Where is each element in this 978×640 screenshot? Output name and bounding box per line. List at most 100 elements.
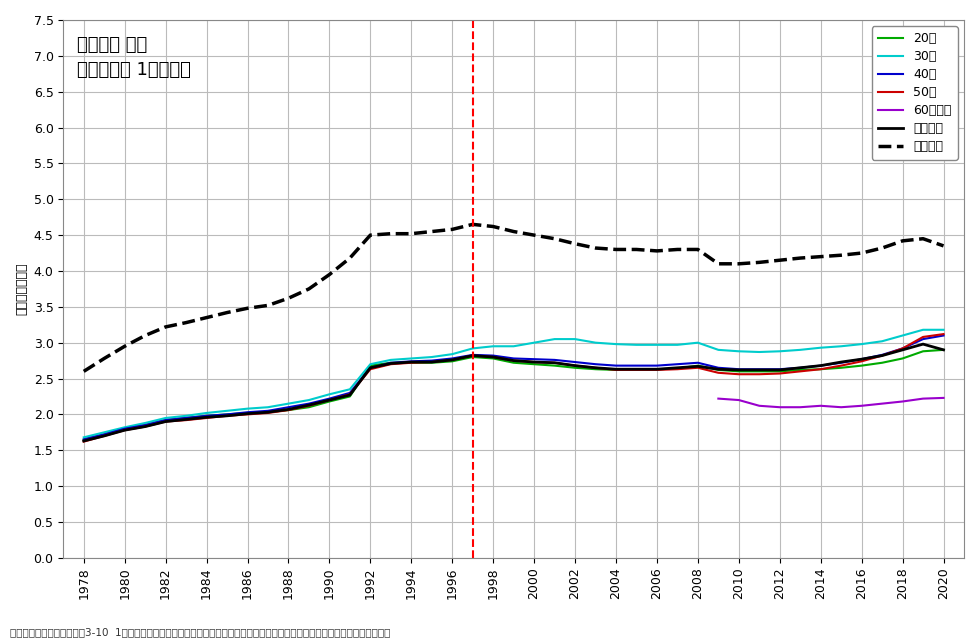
女性合計 xyxy=(118,426,130,434)
女性合計 xyxy=(221,412,233,420)
50代 xyxy=(283,406,294,414)
女性合計 xyxy=(691,362,703,370)
50代 xyxy=(384,360,396,368)
20代 xyxy=(548,362,559,369)
Text: 「民間給与実態統計調査」3-10  1年勤続者の年齢階層別給与所得者数・給与総額・平均給与のうち、年齢階層別の平均給与の数値: 「民間給与実態統計調査」3-10 1年勤続者の年齢階層別給与所得者数・給与総額・… xyxy=(10,627,390,637)
20代 xyxy=(630,366,642,374)
20代 xyxy=(384,359,396,367)
男女合計 xyxy=(200,314,212,321)
男女合計 xyxy=(855,249,867,257)
30代 xyxy=(793,346,805,354)
50代 xyxy=(98,432,110,440)
20代 xyxy=(323,397,334,405)
男女合計 xyxy=(814,253,825,260)
40代 xyxy=(78,436,90,444)
40代 xyxy=(814,362,825,369)
50代 xyxy=(528,358,540,366)
40代 xyxy=(875,351,887,358)
30代 xyxy=(916,326,928,333)
女性合計 xyxy=(364,364,376,372)
20代 xyxy=(487,355,499,362)
50代 xyxy=(814,365,825,373)
40代 xyxy=(712,364,724,372)
男女合計 xyxy=(691,246,703,253)
Line: 男女合計: 男女合計 xyxy=(84,225,943,371)
20代 xyxy=(671,365,683,372)
Line: 女性合計: 女性合計 xyxy=(84,344,943,441)
40代 xyxy=(630,362,642,369)
60歳以上 xyxy=(733,396,744,404)
20代 xyxy=(221,410,233,418)
男女合計 xyxy=(180,319,192,326)
40代 xyxy=(364,364,376,372)
20代 xyxy=(467,353,478,361)
50代 xyxy=(364,365,376,373)
20代 xyxy=(118,425,130,433)
女性合計 xyxy=(773,366,784,374)
男女合計 xyxy=(467,221,478,228)
男女合計 xyxy=(364,231,376,239)
40代 xyxy=(323,395,334,403)
男女合計 xyxy=(508,228,519,236)
20代 xyxy=(834,364,846,372)
50代 xyxy=(753,371,765,378)
50代 xyxy=(793,367,805,375)
50代 xyxy=(630,366,642,374)
Y-axis label: 金額［百万円］: 金額［百万円］ xyxy=(15,262,28,315)
60歳以上 xyxy=(773,403,784,411)
女性合計 xyxy=(405,358,417,366)
30代 xyxy=(283,400,294,408)
男女合計 xyxy=(568,240,580,248)
男女合計 xyxy=(159,323,171,331)
30代 xyxy=(78,433,90,441)
20代 xyxy=(733,367,744,375)
60歳以上 xyxy=(916,395,928,403)
女性合計 xyxy=(814,362,825,369)
30代 xyxy=(528,339,540,346)
Line: 30代: 30代 xyxy=(84,330,943,437)
50代 xyxy=(773,370,784,378)
女性合計 xyxy=(159,418,171,426)
50代 xyxy=(855,358,867,365)
男女合計 xyxy=(650,247,662,255)
女性合計 xyxy=(650,365,662,373)
40代 xyxy=(425,356,437,364)
50代 xyxy=(548,359,559,367)
40代 xyxy=(896,344,908,352)
30代 xyxy=(875,337,887,345)
30代 xyxy=(405,355,417,362)
60歳以上 xyxy=(875,400,887,408)
女性合計 xyxy=(425,358,437,366)
男女合計 xyxy=(139,332,151,339)
50代 xyxy=(712,369,724,376)
40代 xyxy=(283,403,294,411)
30代 xyxy=(159,414,171,422)
50代 xyxy=(303,402,315,410)
30代 xyxy=(303,396,315,404)
50代 xyxy=(139,423,151,431)
男女合計 xyxy=(78,367,90,375)
20代 xyxy=(139,421,151,429)
20代 xyxy=(937,346,949,354)
40代 xyxy=(98,431,110,438)
20代 xyxy=(589,365,600,373)
50代 xyxy=(650,366,662,374)
30代 xyxy=(118,424,130,431)
60歳以上 xyxy=(834,403,846,411)
40代 xyxy=(548,356,559,364)
50代 xyxy=(875,352,887,360)
女性合計 xyxy=(78,437,90,445)
30代 xyxy=(937,326,949,333)
30代 xyxy=(568,335,580,343)
40代 xyxy=(508,355,519,362)
40代 xyxy=(159,416,171,424)
20代 xyxy=(916,348,928,355)
女性合計 xyxy=(937,346,949,354)
男女合計 xyxy=(323,271,334,278)
男女合計 xyxy=(753,259,765,266)
男女合計 xyxy=(896,237,908,244)
男女合計 xyxy=(303,285,315,292)
50代 xyxy=(589,364,600,372)
40代 xyxy=(733,365,744,373)
女性合計 xyxy=(916,340,928,348)
